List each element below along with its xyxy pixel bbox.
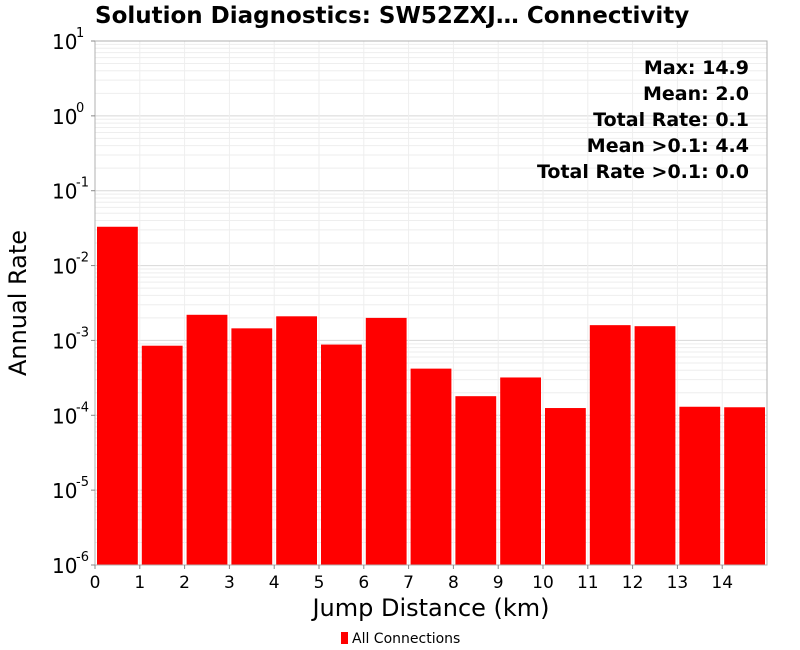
y-tick-exponent: -3 bbox=[76, 325, 89, 340]
x-tick-label: 6 bbox=[358, 573, 369, 593]
stat-annotation: Mean >0.1: 4.4 bbox=[587, 135, 749, 157]
x-tick-label: 11 bbox=[577, 573, 599, 593]
stat-annotation: Total Rate: 0.1 bbox=[593, 109, 749, 131]
y-tick-label: 10-4 bbox=[52, 400, 89, 428]
bar bbox=[634, 326, 676, 565]
bar bbox=[410, 368, 452, 565]
legend-label: All Connections bbox=[352, 631, 460, 647]
x-axis-ticks: 0 1 2 3 4 5 6 7 8 9 10 11 12 13 14 bbox=[90, 565, 733, 593]
chart-title: Solution Diagnostics: SW52ZXJ… Connectiv… bbox=[95, 3, 689, 29]
y-tick-base: 10 bbox=[52, 255, 77, 279]
y-tick-exponent: -6 bbox=[76, 550, 89, 565]
y-tick-exponent: 0 bbox=[76, 101, 84, 116]
x-tick-label: 1 bbox=[134, 573, 145, 593]
y-tick-label: 10-5 bbox=[52, 475, 89, 503]
bar bbox=[276, 316, 317, 565]
y-tick-base: 10 bbox=[52, 329, 77, 353]
y-tick-label: 10-2 bbox=[52, 251, 89, 279]
legend: All Connections bbox=[341, 631, 460, 647]
legend-swatch bbox=[341, 632, 348, 644]
y-tick-base: 10 bbox=[52, 105, 77, 129]
x-tick-label: 4 bbox=[269, 573, 280, 593]
stat-annotation: Mean: 2.0 bbox=[643, 83, 749, 105]
bar bbox=[455, 396, 497, 565]
x-tick-label: 8 bbox=[448, 573, 459, 593]
y-tick-base: 10 bbox=[52, 404, 77, 428]
bar bbox=[589, 325, 631, 565]
bar bbox=[97, 226, 138, 565]
y-tick-exponent: -1 bbox=[76, 176, 89, 191]
y-tick-label: 10-1 bbox=[52, 176, 89, 204]
y-tick-exponent: -4 bbox=[76, 400, 89, 415]
stat-annotation: Total Rate >0.1: 0.0 bbox=[537, 161, 749, 183]
y-tick-base: 10 bbox=[52, 554, 77, 578]
x-tick-label: 5 bbox=[314, 573, 325, 593]
y-tick-label: 100 bbox=[52, 101, 84, 129]
x-tick-label: 12 bbox=[622, 573, 644, 593]
y-tick-label: 10-6 bbox=[52, 550, 89, 578]
bar bbox=[365, 317, 407, 565]
bar bbox=[321, 344, 362, 565]
bar bbox=[141, 345, 183, 565]
y-tick-base: 10 bbox=[52, 180, 77, 204]
y-tick-label: 101 bbox=[52, 26, 84, 54]
x-tick-label: 0 bbox=[90, 573, 101, 593]
y-axis-label: Annual Rate bbox=[4, 230, 32, 376]
y-tick-label: 10-3 bbox=[52, 325, 89, 353]
y-tick-exponent: -2 bbox=[76, 251, 89, 266]
bar bbox=[545, 408, 586, 565]
stats-annotations: Max: 14.9 Mean: 2.0 Total Rate: 0.1 Mean >0… bbox=[537, 57, 749, 183]
y-tick-exponent: 1 bbox=[76, 26, 84, 41]
y-tick-base: 10 bbox=[52, 479, 77, 503]
x-tick-label: 14 bbox=[711, 573, 733, 593]
bars bbox=[97, 226, 765, 565]
x-tick-label: 2 bbox=[179, 573, 190, 593]
x-tick-label: 9 bbox=[493, 573, 504, 593]
x-tick-label: 10 bbox=[532, 573, 554, 593]
x-tick-label: 13 bbox=[667, 573, 689, 593]
bar bbox=[231, 328, 273, 565]
bar bbox=[724, 407, 765, 565]
y-tick-base: 10 bbox=[52, 30, 77, 54]
x-axis-label: Jump Distance (km) bbox=[310, 594, 549, 622]
bar bbox=[500, 377, 541, 565]
y-tick-exponent: -5 bbox=[76, 475, 89, 490]
stat-annotation: Max: 14.9 bbox=[644, 57, 749, 79]
bar bbox=[679, 406, 721, 565]
x-tick-label: 7 bbox=[403, 573, 414, 593]
plot-frame bbox=[94, 40, 768, 566]
x-tick-label: 3 bbox=[224, 573, 235, 593]
bar bbox=[186, 314, 228, 565]
